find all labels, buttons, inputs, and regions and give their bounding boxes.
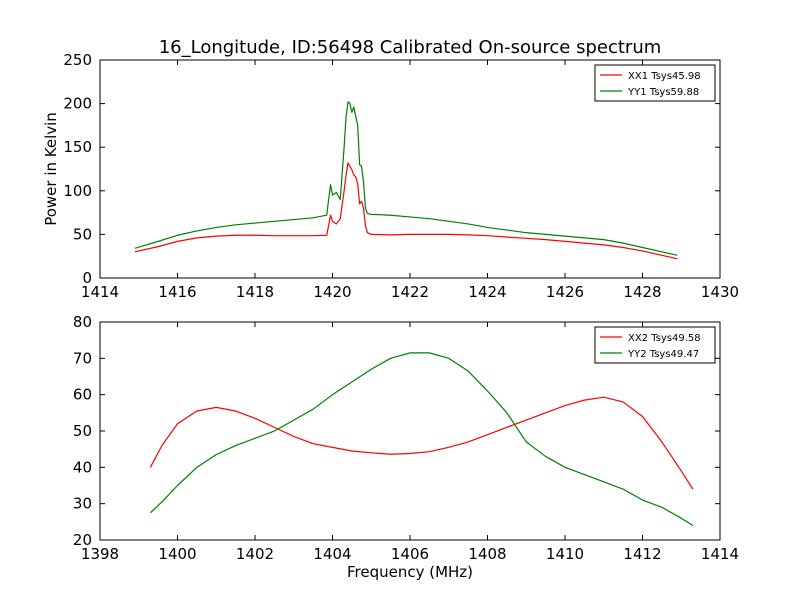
legend-box [594,326,716,364]
x-tick-label: 1398 [81,545,119,563]
x-axis-label: Frequency (MHz) [347,563,473,581]
x-tick-label: 1426 [546,283,584,301]
y-tick-label: 100 [63,182,92,200]
x-tick-label: 1424 [468,283,506,301]
y-tick-label: 60 [73,386,92,404]
y-tick-label: 40 [73,458,92,476]
x-tick-label: 1404 [313,545,351,563]
y-tick-label: 0 [82,269,92,287]
legend-label: XX1 Tsys45.98 [628,71,701,82]
series-line-1-2 [134,101,678,256]
x-tick-label: 1414 [701,545,739,563]
y-tick-label: 50 [73,225,92,243]
x-tick-label: 1430 [701,283,739,301]
y-tick-label: 50 [73,422,92,440]
x-tick-label: 1408 [468,545,506,563]
y-tick-label: 150 [63,138,92,156]
x-tick-label: 1402 [236,545,274,563]
x-tick-label: 1414 [81,283,119,301]
y-tick-label: 20 [73,531,92,549]
x-tick-label: 1428 [623,283,661,301]
legend-label: XX2 Tsys49.58 [628,333,701,344]
y-tick-label: 80 [73,313,92,331]
x-tick-label: 1420 [313,283,351,301]
subplot-1: 1414 1416 1418 1420 1422 1424 1426 1428 1430 0 50 1… [42,51,739,301]
legend-label: YY2 Tsys49.47 [627,349,699,360]
y-tick-label: 70 [73,349,92,367]
series-line-2-2 [149,352,694,526]
x-tick-label: 1410 [546,545,584,563]
x-tick-label: 1400 [158,545,196,563]
legend-box [594,64,716,102]
y-axis-label: Power in Kelvin [42,112,60,226]
x-tick-label: 1416 [158,283,196,301]
legend-label: YY1 Tsys59.88 [627,87,699,98]
x-tick-label: 1412 [623,545,661,563]
y-tick-label: 30 [73,495,92,513]
chart-title: 16_Longitude, ID:56498 Calibrated On-sou… [159,37,662,58]
y-tick-label: 200 [63,95,92,113]
x-tick-label: 1406 [391,545,429,563]
x-tick-label: 1422 [391,283,429,301]
subplot-2: 1398 1400 1402 1404 1406 1408 1410 1412 1414 20 30… [73,313,739,581]
series-line-2-1 [149,396,694,490]
plots: 1414 1416 1418 1420 1422 1424 1426 1428 14300501… [42,51,739,581]
series-line-1-1 [134,162,678,260]
x-tick-label: 1418 [236,283,274,301]
y-tick-label: 250 [63,51,92,69]
